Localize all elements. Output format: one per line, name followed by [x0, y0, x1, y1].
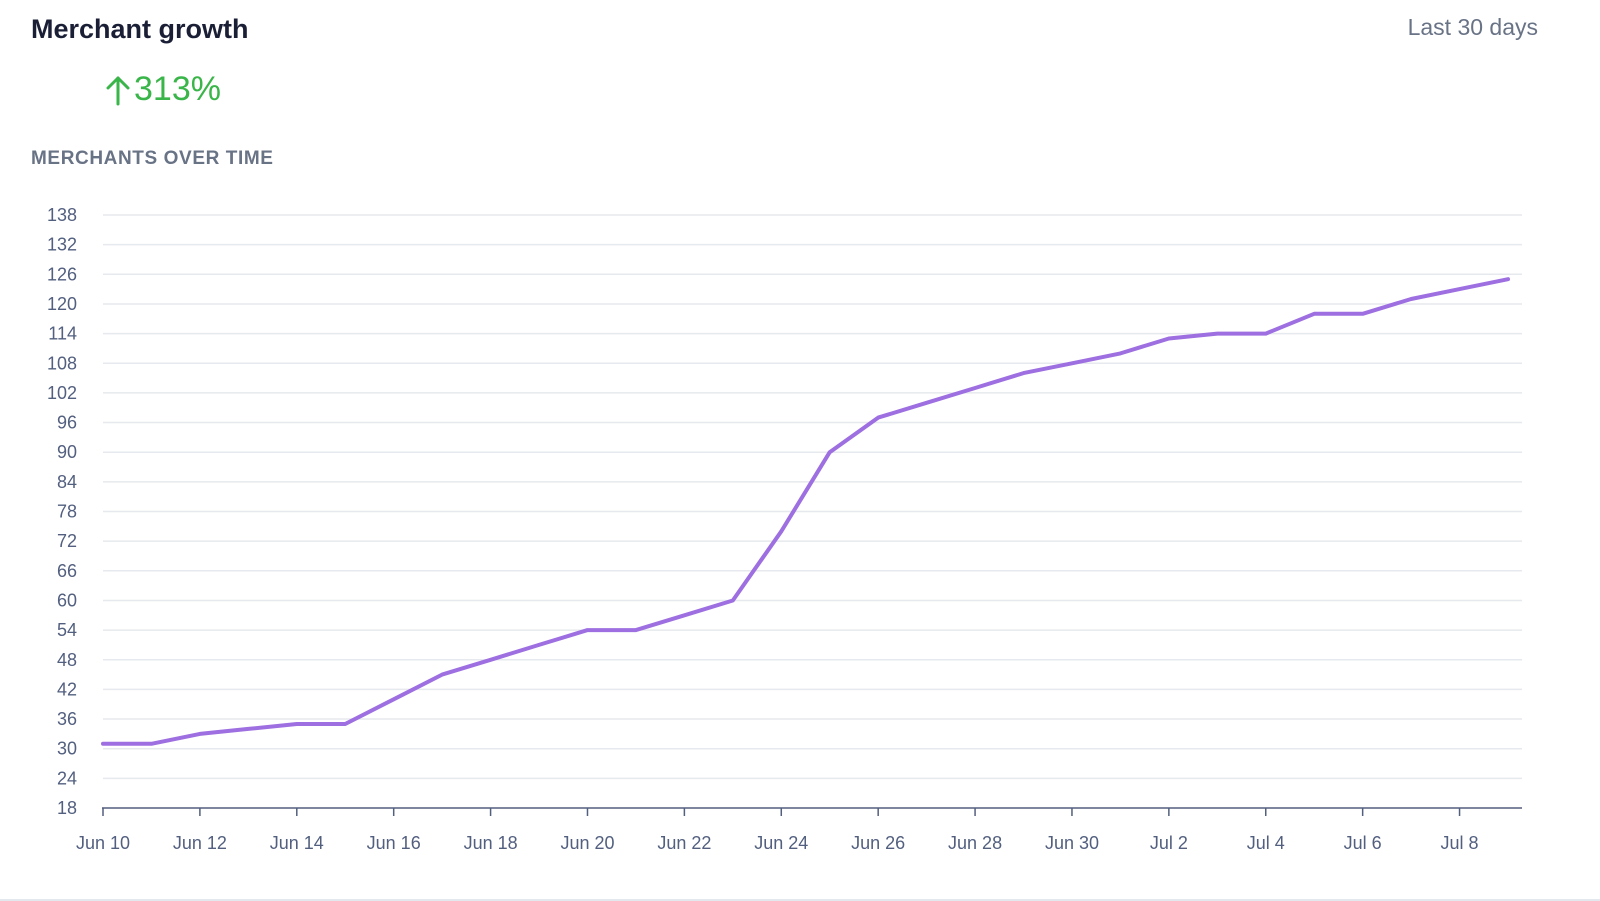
data-point: [1167, 337, 1171, 341]
data-point: [634, 628, 638, 632]
x-tick-label: Jul 6: [1344, 833, 1382, 853]
y-tick-label: 78: [57, 502, 77, 522]
data-point: [343, 722, 347, 726]
y-tick-label: 84: [57, 472, 77, 492]
merchants-line-chart: 18 24 30 36 42 48 54 60 66 72 78 84 90 96 102 108 114 120…: [0, 190, 1600, 880]
series-layer: [101, 277, 1510, 746]
x-tick-label: Jun 20: [560, 833, 614, 853]
growth-indicator: 313%: [104, 70, 221, 109]
y-tick-label: 126: [47, 264, 77, 284]
data-point: [1506, 277, 1510, 281]
x-tick-label: Jul 4: [1247, 833, 1285, 853]
x-tick-label: Jun 10: [76, 833, 130, 853]
y-tick-label: 102: [47, 383, 77, 403]
data-point: [1215, 332, 1219, 336]
arrow-up-icon: [104, 73, 132, 107]
data-point: [295, 722, 299, 726]
chart-svg: 18 24 30 36 42 48 54 60 66 72 78 84 90 96 102 108 114 120…: [47, 205, 1522, 853]
x-tick-label: Jun 28: [948, 833, 1002, 853]
y-tick-label: 72: [57, 531, 77, 551]
card-title: Merchant growth: [31, 14, 249, 44]
x-tick-label: Jul 2: [1150, 833, 1188, 853]
data-point: [1312, 312, 1316, 316]
data-point: [101, 742, 105, 746]
y-tick-label: 114: [48, 324, 77, 344]
y-tick-label: 60: [57, 590, 77, 610]
x-tick-label: Jun 12: [173, 833, 227, 853]
y-tick-label: 90: [57, 442, 77, 462]
data-point: [246, 727, 250, 731]
y-tick-label: 30: [57, 739, 77, 759]
data-point: [489, 658, 493, 662]
data-point: [1118, 351, 1122, 355]
x-tick-label: Jul 8: [1441, 833, 1479, 853]
growth-value: 313%: [134, 70, 221, 108]
data-point: [537, 643, 541, 647]
data-point: [149, 742, 153, 746]
data-point: [1409, 297, 1413, 301]
x-tick-label: Jun 22: [657, 833, 711, 853]
y-axis-ticks: 18 24 30 36 42 48 54 60 66 72 78 84 90 96 102 108 114 120…: [47, 205, 77, 818]
x-tick-label: Jun 30: [1045, 833, 1099, 853]
y-tick-label: 120: [47, 294, 77, 314]
y-tick-label: 48: [57, 650, 77, 670]
period-selector[interactable]: Last 30 days: [1407, 14, 1538, 40]
data-point: [876, 416, 880, 420]
x-tick-label: Jun 18: [464, 833, 518, 853]
data-point: [392, 697, 396, 701]
data-point: [198, 732, 202, 736]
data-point: [1264, 332, 1268, 336]
y-tick-label: 18: [57, 798, 77, 818]
data-point: [1458, 287, 1462, 291]
data-point: [731, 599, 735, 603]
data-point: [586, 628, 590, 632]
x-axis: Jun 10 Jun 12 Jun 14 Jun 16 Jun 18 Jun 20 Jun …: [76, 807, 1522, 853]
data-point: [1361, 312, 1365, 316]
y-tick-label: 66: [57, 561, 77, 581]
y-tick-label: 54: [57, 620, 77, 640]
series-line: [101, 277, 1510, 746]
data-point: [925, 401, 929, 405]
data-point: [440, 673, 444, 677]
y-tick-label: 108: [47, 353, 77, 373]
y-tick-label: 24: [57, 768, 77, 788]
data-point: [1070, 361, 1074, 365]
bottom-divider: [0, 899, 1600, 901]
x-tick-label: Jun 24: [754, 833, 808, 853]
y-tick-label: 132: [47, 235, 77, 255]
chart-section-label: MERCHANTS OVER TIME: [31, 148, 274, 169]
data-point: [973, 386, 977, 390]
data-point: [682, 613, 686, 617]
y-tick-label: 42: [57, 679, 77, 699]
x-tick-label: Jun 14: [270, 833, 324, 853]
x-tick-label: Jun 16: [367, 833, 421, 853]
y-tick-label: 96: [57, 413, 77, 433]
data-point: [1022, 371, 1026, 375]
y-tick-label: 138: [47, 205, 77, 225]
y-tick-label: 36: [57, 709, 77, 729]
x-tick-label: Jun 26: [851, 833, 905, 853]
data-point: [828, 450, 832, 454]
grid-lines: [103, 214, 1522, 780]
data-point: [779, 529, 783, 533]
